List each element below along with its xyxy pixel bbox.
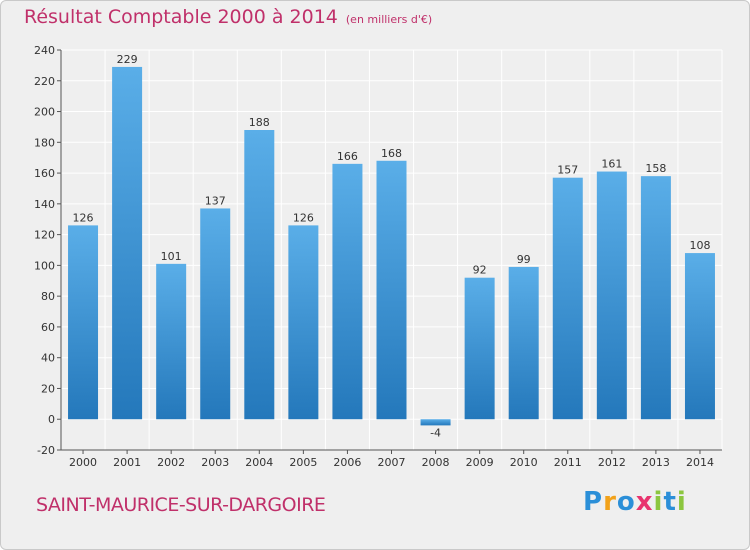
bar — [508, 266, 539, 420]
axes: -20 0 20 40 60 80 100 120 140 160 180 200 220 240 2000… — [34, 44, 722, 469]
bar — [684, 253, 715, 420]
logo-letter: i — [676, 487, 687, 517]
y-tick-label: 80 — [41, 290, 55, 303]
y-tick-label: 180 — [34, 136, 55, 149]
x-tick-label: 2010 — [510, 456, 538, 469]
x-tick-label: 2003 — [201, 456, 229, 469]
data-label: 137 — [205, 194, 226, 207]
y-tick-label: 140 — [34, 198, 55, 211]
data-label: 101 — [161, 250, 182, 263]
y-tick-label: 20 — [41, 382, 55, 395]
bars — [68, 66, 715, 426]
x-tick-label: 2002 — [157, 456, 185, 469]
bar — [244, 130, 275, 420]
proxiti-logo[interactable]: Proxiti — [583, 487, 687, 517]
bar — [288, 225, 319, 420]
x-tick-label: 2011 — [554, 456, 582, 469]
data-label: 126 — [73, 211, 94, 224]
data-label: 161 — [601, 158, 622, 171]
y-tick-label: 120 — [34, 229, 55, 242]
logo-letter: P — [583, 487, 604, 517]
y-tick-label: 220 — [34, 75, 55, 88]
chart-unit-label: (en milliers d'€) — [345, 13, 433, 26]
data-labels: 126 229 101 137 188 126 166 168 -4 92 99 157 161 158 1… — [73, 53, 711, 439]
data-label: 166 — [337, 150, 358, 163]
y-tick-label: 200 — [34, 106, 55, 119]
bar — [420, 419, 451, 426]
x-tick-label: 2009 — [466, 456, 494, 469]
x-tick-label: 2000 — [69, 456, 97, 469]
bar — [156, 263, 187, 420]
y-tick-label: 40 — [41, 352, 55, 365]
bar — [68, 225, 99, 420]
data-label: 92 — [473, 264, 487, 277]
y-tick-label: 160 — [34, 167, 55, 180]
logo-letter: t — [663, 487, 677, 517]
bar — [112, 66, 143, 420]
x-tick-label: 2006 — [333, 456, 361, 469]
data-label: 188 — [249, 116, 270, 129]
chart-title: Résultat Comptable 2000 à 2014 (en millie… — [24, 6, 432, 28]
data-label: 158 — [645, 162, 666, 175]
logo-letter: i — [653, 487, 664, 517]
y-tick-label: 240 — [34, 44, 55, 57]
x-tick-label: 2001 — [113, 456, 141, 469]
bar — [596, 171, 627, 420]
x-tick-label: 2012 — [598, 456, 626, 469]
bar — [464, 277, 495, 420]
bar — [200, 208, 231, 420]
y-tick-label: -20 — [37, 444, 55, 457]
chart-title-text: Résultat Comptable 2000 à 2014 — [24, 6, 338, 28]
bar — [332, 163, 363, 420]
data-label: 126 — [293, 211, 314, 224]
x-tick-label: 2007 — [378, 456, 406, 469]
data-label: 99 — [517, 253, 531, 266]
bar — [640, 176, 671, 420]
logo-letter: o — [616, 487, 636, 517]
bar — [552, 177, 583, 420]
y-tick-label: 60 — [41, 321, 55, 334]
commune-name: SAINT-MAURICE-SUR-DARGOIRE — [36, 494, 326, 516]
x-tick-label: 2014 — [686, 456, 714, 469]
bar — [376, 160, 407, 420]
x-tick-label: 2005 — [289, 456, 317, 469]
x-tick-label: 2008 — [422, 456, 450, 469]
data-label: 157 — [557, 164, 578, 177]
x-tick-label: 2004 — [245, 456, 273, 469]
data-label: 108 — [689, 239, 710, 252]
y-tick-label: 100 — [34, 259, 55, 272]
x-tick-label: 2013 — [642, 456, 670, 469]
logo-letter: r — [603, 487, 617, 517]
data-label: 168 — [381, 147, 402, 160]
data-label: -4 — [430, 426, 441, 439]
logo-letter: x — [635, 487, 654, 517]
y-tick-label: 0 — [48, 413, 55, 426]
data-label: 229 — [117, 53, 138, 66]
